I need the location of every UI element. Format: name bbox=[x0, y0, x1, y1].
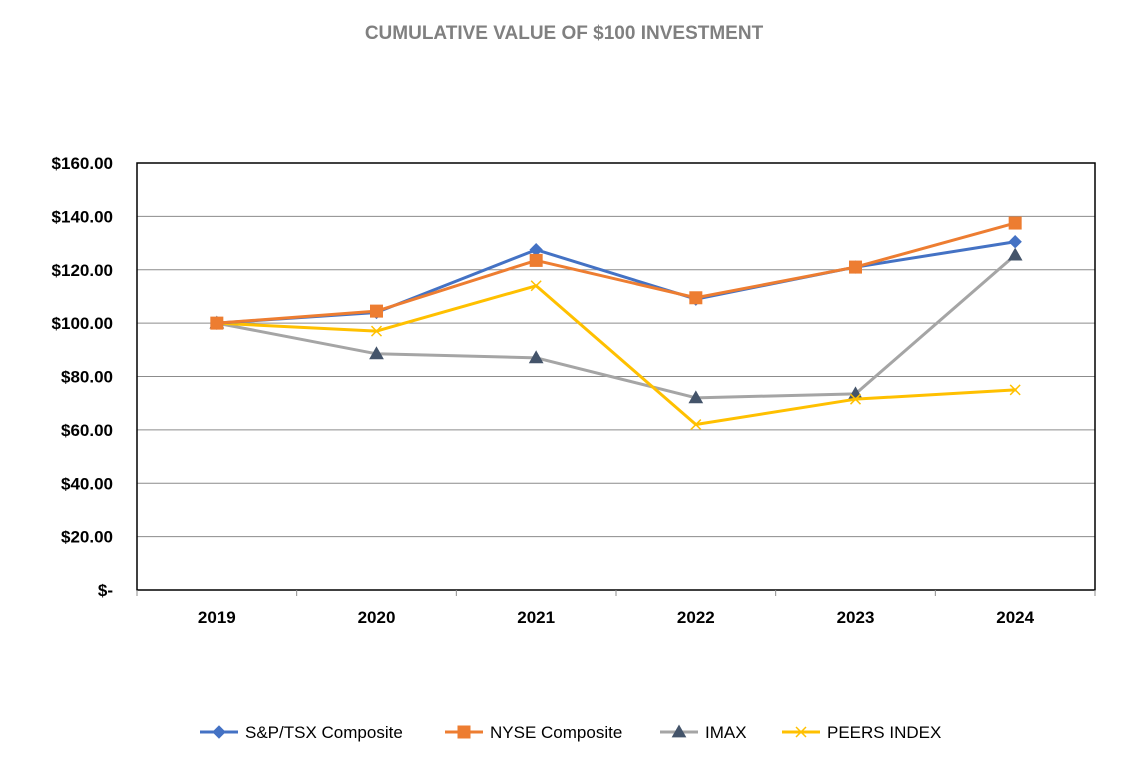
legend-item-s-p-tsx-composite: S&P/TSX Composite bbox=[200, 723, 403, 742]
y-tick-label: $40.00 bbox=[61, 474, 113, 493]
x-tick-label: 2019 bbox=[198, 608, 236, 627]
y-tick-label: $160.00 bbox=[52, 154, 113, 173]
legend-item-nyse-composite: NYSE Composite bbox=[445, 723, 622, 742]
legend-item-imax: IMAX bbox=[660, 723, 747, 742]
x-tick-label: 2021 bbox=[517, 608, 555, 627]
data-point-nyse-composite bbox=[210, 316, 224, 330]
legend-label: NYSE Composite bbox=[490, 723, 622, 742]
legend-label: PEERS INDEX bbox=[827, 723, 941, 742]
data-point-imax bbox=[369, 346, 384, 360]
data-point-nyse-composite bbox=[529, 253, 543, 267]
data-point-peers-index bbox=[370, 325, 383, 337]
data-point-imax bbox=[688, 390, 704, 404]
x-tick-label: 2020 bbox=[358, 608, 396, 627]
data-point-peers-index bbox=[530, 280, 542, 292]
series-line-imax bbox=[215, 253, 1017, 400]
data-point-nyse-composite bbox=[370, 304, 383, 318]
legend-marker bbox=[671, 724, 687, 738]
legend-item-peers-index: PEERS INDEX bbox=[782, 723, 941, 742]
data-point-peers-index bbox=[1009, 384, 1021, 396]
chart-title: CUMULATIVE VALUE OF $100 INVESTMENT bbox=[365, 23, 764, 44]
legend-marker bbox=[212, 725, 226, 739]
x-tick-label: 2022 bbox=[677, 608, 715, 627]
series-layer bbox=[209, 216, 1023, 431]
gridlines bbox=[137, 215, 1095, 538]
x-tick-label: 2024 bbox=[996, 608, 1034, 627]
data-point-nyse-composite bbox=[689, 291, 703, 305]
data-point-imax bbox=[1007, 247, 1023, 261]
y-tick-label: $20.00 bbox=[61, 528, 113, 547]
y-tick-label: $140.00 bbox=[52, 207, 113, 226]
legend-label: S&P/TSX Composite bbox=[245, 723, 403, 742]
y-tick-label: $80.00 bbox=[61, 368, 113, 387]
y-tick-label: $120.00 bbox=[52, 261, 113, 280]
data-point-imax bbox=[528, 350, 544, 364]
series-line-nyse-composite bbox=[215, 221, 1017, 325]
data-point-peers-index bbox=[690, 419, 702, 431]
y-tick-label: $- bbox=[98, 581, 113, 600]
data-point-nyse-composite bbox=[849, 260, 862, 274]
axes: $- $20.00 $40.00 $60.00 $80.00 $100.00 $120.00… bbox=[52, 154, 1096, 627]
series-line-s-p-tsx-composite bbox=[215, 240, 1017, 325]
data-point-s-p-tsx-composite bbox=[1008, 235, 1022, 249]
y-tick-label: $100.00 bbox=[52, 314, 113, 333]
legend-marker bbox=[795, 726, 807, 738]
series-nyse-composite bbox=[210, 216, 1022, 330]
legend-marker bbox=[457, 725, 471, 739]
series-imax bbox=[209, 247, 1023, 404]
y-tick-label: $60.00 bbox=[61, 421, 113, 440]
x-tick-label: 2023 bbox=[837, 608, 875, 627]
legend-label: IMAX bbox=[705, 723, 747, 742]
series-line-peers-index bbox=[215, 284, 1017, 427]
data-point-peers-index bbox=[849, 393, 862, 405]
legend: S&P/TSX Composite NYSE Composite IMAX PEERS… bbox=[200, 723, 941, 742]
data-point-nyse-composite bbox=[1008, 216, 1022, 230]
